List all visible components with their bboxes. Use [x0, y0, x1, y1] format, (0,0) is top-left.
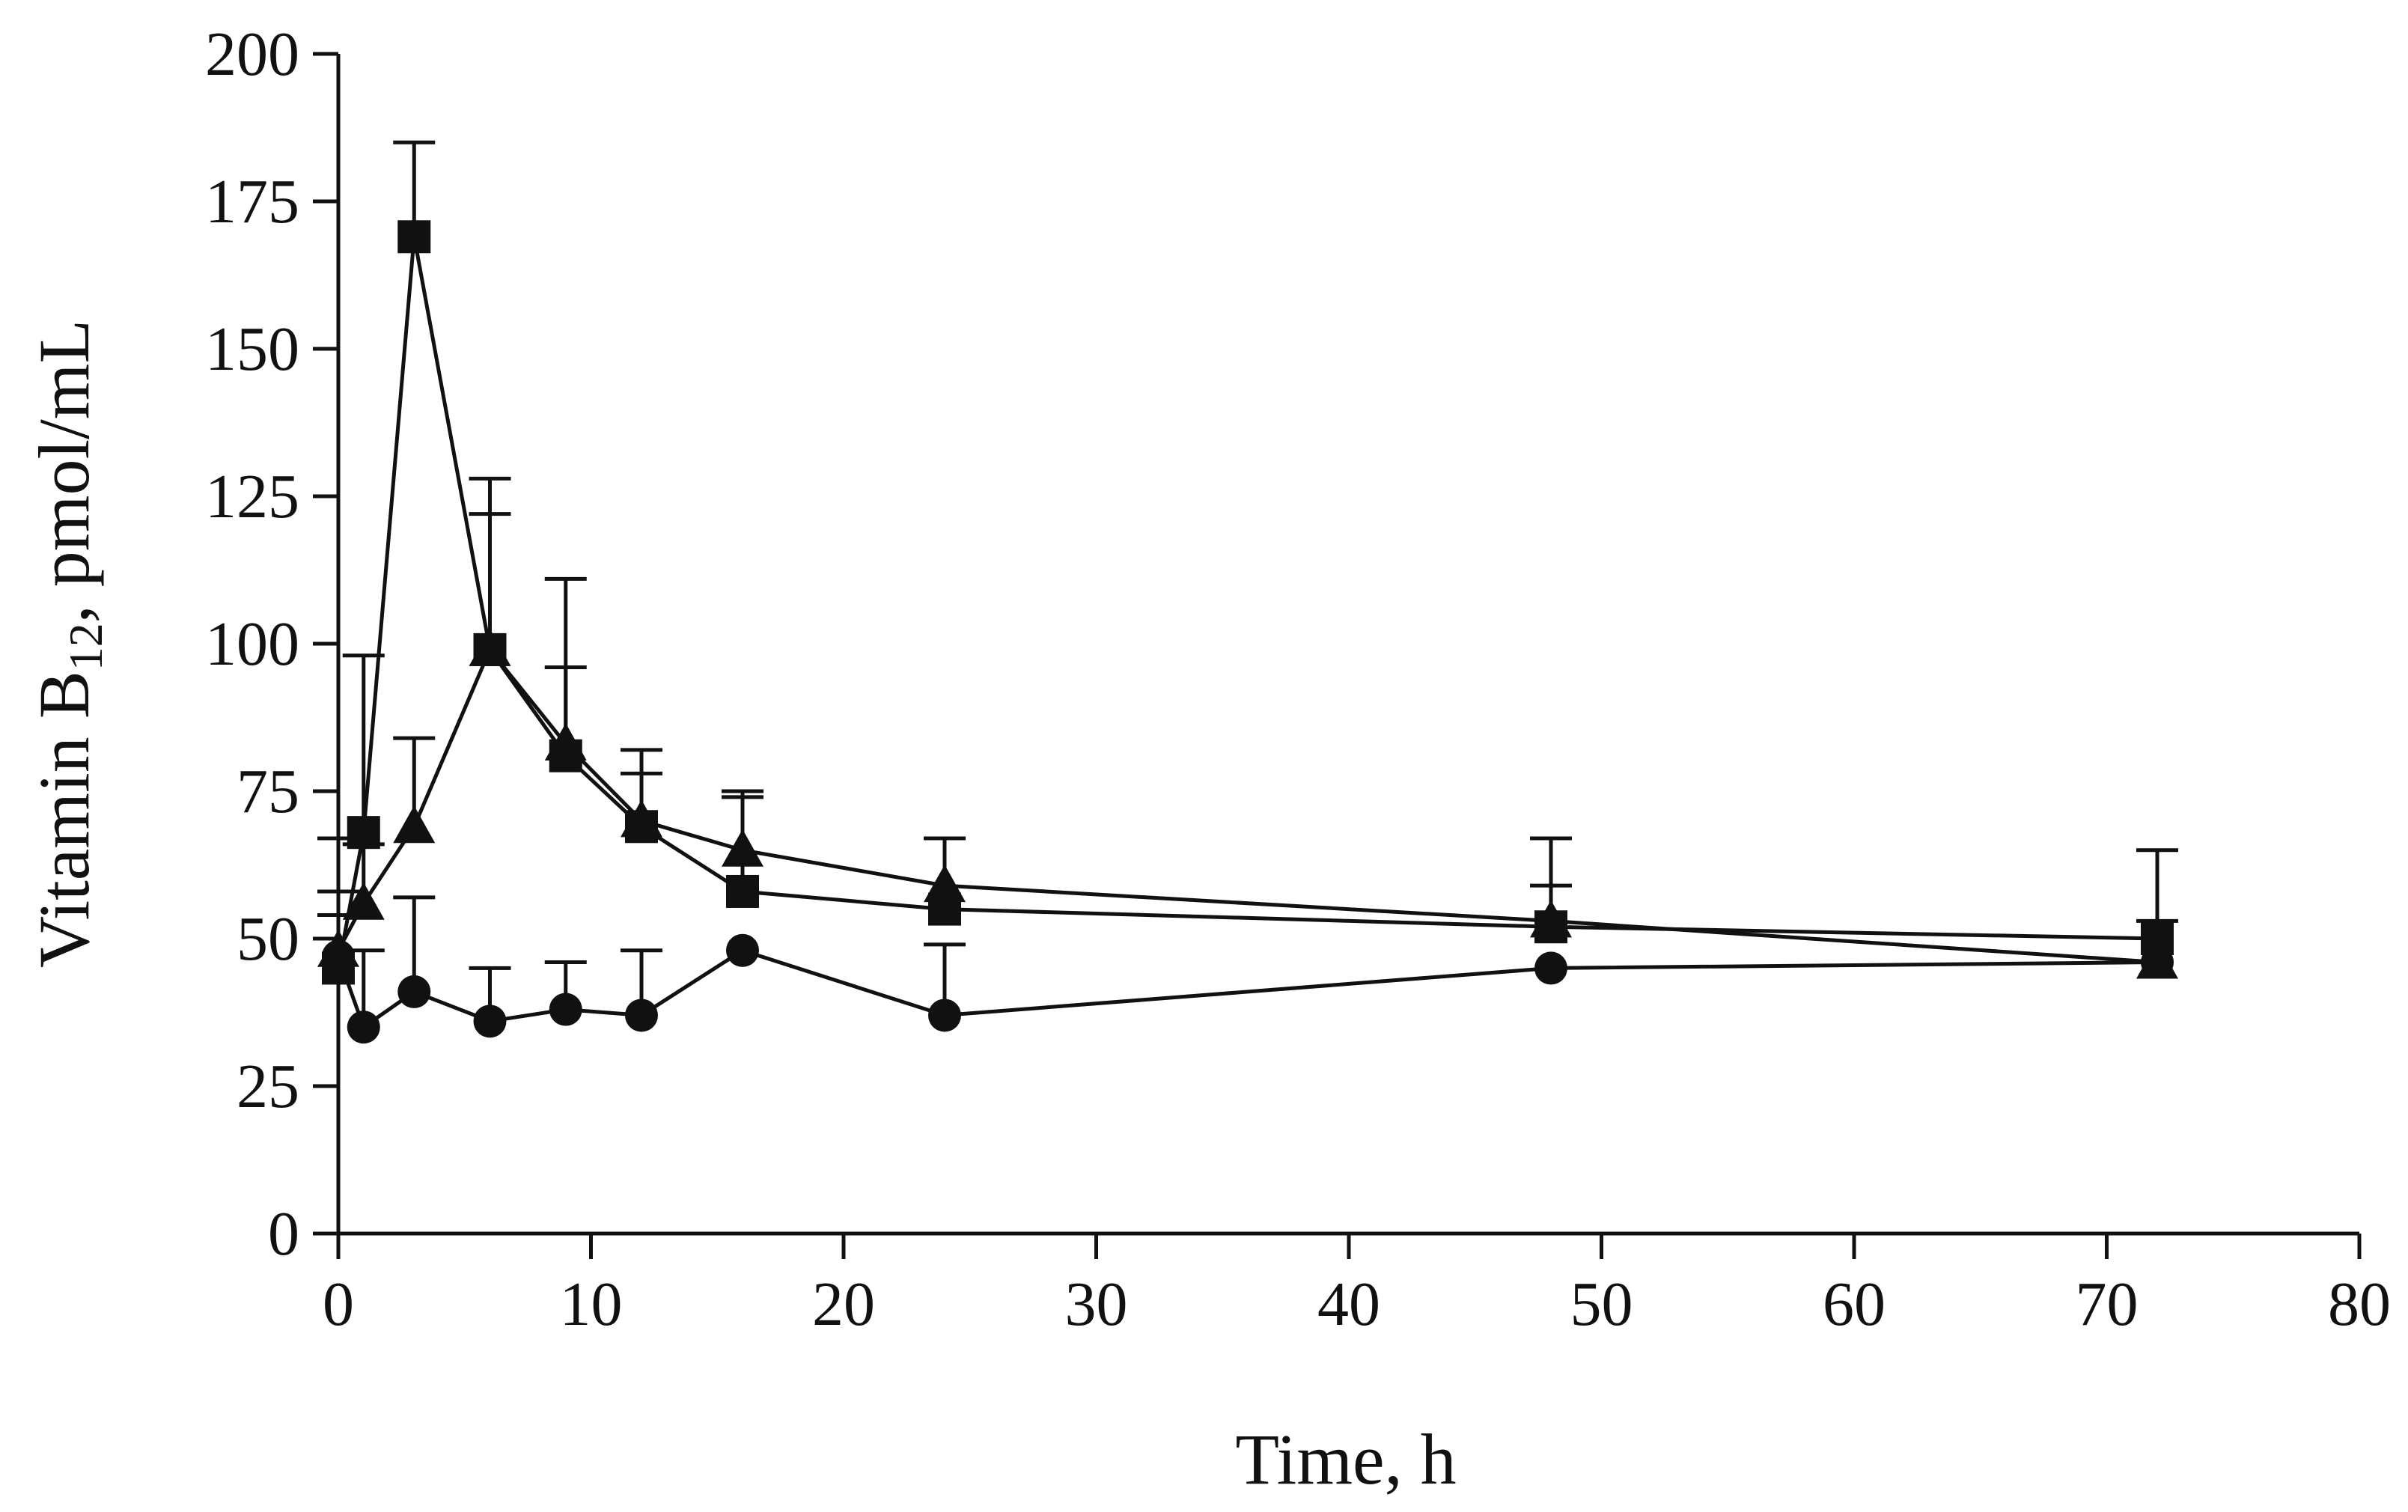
x-tick-label: 30 [1065, 1269, 1128, 1339]
y-tick-label: 75 [237, 757, 299, 826]
y-axis-ticks: 0 25 50 75 100 125 150 175 200 [205, 19, 338, 1269]
data-point-square [726, 874, 759, 908]
y-tick-label: 125 [205, 462, 299, 531]
series-line-circle [336, 948, 2158, 1031]
data-point-circle [347, 1010, 380, 1044]
data-point-triangle [393, 805, 436, 844]
series-line-square [336, 236, 2158, 969]
x-tick-label: 40 [1317, 1269, 1380, 1339]
data-point-triangle [722, 829, 763, 867]
x-tick-label: 80 [2328, 1269, 2391, 1339]
y-axis-label-suffix: , pmol/mL [24, 320, 104, 623]
data-point-triangle [621, 799, 662, 838]
y-tick-label: 50 [237, 904, 299, 974]
series-circle [317, 836, 2174, 1044]
data-point-circle [549, 993, 582, 1026]
x-tick-label: 0 [323, 1269, 354, 1339]
data-point-circle [1534, 951, 1567, 985]
data-point-circle [625, 999, 658, 1032]
y-tick-label: 100 [205, 609, 299, 679]
data-point-circle [928, 999, 961, 1032]
x-tick-label: 20 [812, 1269, 875, 1339]
data-point-circle [473, 1005, 507, 1038]
data-point-triangle [544, 722, 587, 760]
series-triangle [317, 512, 2178, 979]
y-axis-label-subscript: 12 [59, 623, 112, 671]
data-point-triangle [342, 882, 385, 920]
data-point-circle [322, 939, 355, 973]
x-tick-label: 70 [2076, 1269, 2139, 1339]
x-axis-ticks: 0 10 20 30 40 50 60 70 80 [323, 1234, 2391, 1339]
data-point-circle [397, 975, 431, 1008]
x-tick-label: 60 [1823, 1269, 1886, 1339]
y-axis-label-main: Vitamin B [24, 671, 104, 968]
y-axis-label: Vitamin B12, pmol/mL [24, 320, 112, 968]
x-tick-label: 50 [1570, 1269, 1633, 1339]
plot-area: 0 25 50 75 100 125 150 175 200 0 10 20 30 40 50 60 70 80 [205, 19, 2391, 1339]
data-point-circle [726, 933, 759, 967]
series-square [317, 140, 2178, 985]
y-tick-label: 175 [205, 167, 299, 237]
series-line-triangle [336, 646, 2158, 964]
x-tick-label: 10 [560, 1269, 623, 1339]
y-tick-label: 200 [205, 19, 299, 89]
data-point-circle [2141, 945, 2174, 979]
y-tick-label: 0 [268, 1199, 299, 1269]
y-tick-label: 25 [237, 1052, 299, 1121]
data-point-triangle [1530, 900, 1572, 938]
data-point-triangle [924, 865, 966, 903]
data-point-square [397, 220, 431, 254]
data-point-triangle [469, 628, 511, 666]
series-layer [317, 140, 2178, 1044]
y-tick-label: 150 [205, 314, 299, 384]
x-axis-label: Time, h [1235, 1419, 1456, 1499]
